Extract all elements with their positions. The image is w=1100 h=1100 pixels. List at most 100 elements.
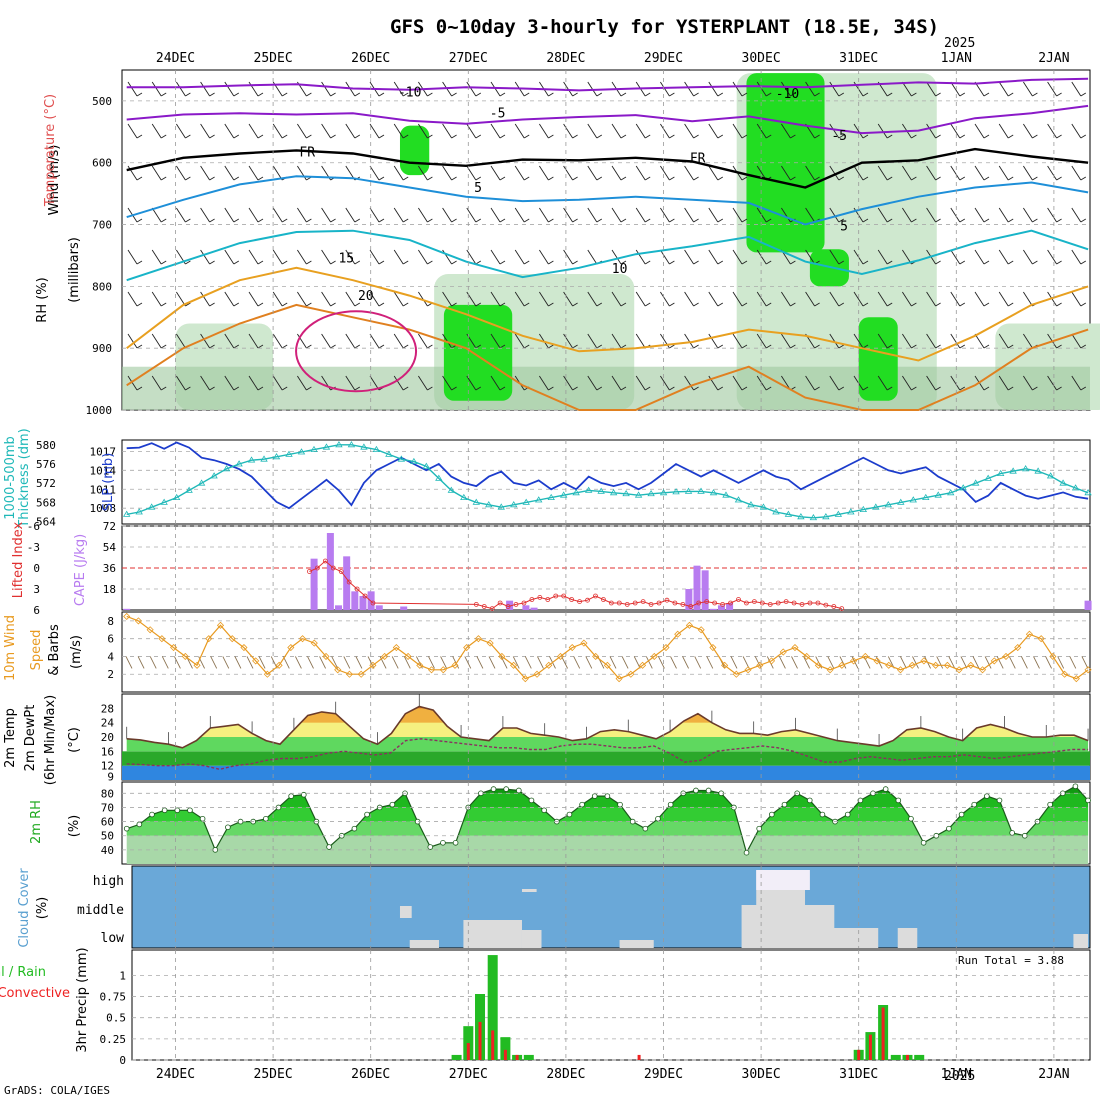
thickness-point [235, 460, 243, 467]
wind-barb [345, 291, 356, 307]
thickness-point [172, 493, 181, 500]
wind-barb-flag [862, 176, 869, 181]
rh-point [136, 821, 143, 828]
li-point [354, 586, 360, 592]
rh-tick: 40 [101, 844, 114, 857]
li-point [362, 593, 368, 599]
wind-barb-flag [814, 302, 820, 307]
thickness-point [584, 486, 593, 493]
cloud-level-middle: middle [77, 903, 124, 918]
wind-barb-flag [354, 344, 361, 349]
wind-barb [297, 333, 307, 349]
thickness-point [1059, 479, 1067, 486]
wind-barb [151, 81, 162, 97]
li-point [497, 600, 503, 606]
rh-point [174, 807, 181, 814]
wind-barb [539, 291, 549, 307]
wind-barb-10m [464, 656, 472, 669]
wind-barb [1071, 165, 1082, 181]
wind-point [1002, 652, 1010, 661]
wind-barb-flag [499, 92, 506, 97]
wind-point [322, 652, 330, 661]
wind-barb-flag [1080, 92, 1087, 97]
wind-barb-flag [548, 386, 554, 391]
wind-barb [805, 207, 815, 223]
wind-barb [756, 375, 767, 391]
wind-barb-flag [427, 92, 433, 97]
thickness-point [210, 472, 218, 479]
wind-barb-flag [983, 176, 990, 181]
credit-text: GrADS: COLA/IGES [4, 1084, 110, 1097]
wind-barb [829, 81, 840, 97]
rh-point [541, 807, 547, 814]
contour-label: 5 [840, 220, 848, 235]
cloud-label: Cloud Cover [17, 868, 32, 948]
wind-barb-flag [209, 176, 215, 181]
slp-tick: 1017 [90, 445, 117, 458]
wind-barb [877, 291, 888, 307]
wind-barb-flag [1056, 92, 1062, 97]
li-point [775, 600, 781, 606]
wind-barb-flag [911, 386, 917, 391]
wind-frame [121, 611, 1091, 693]
wind-barb-flag [935, 386, 941, 391]
wind-barb-10m [403, 656, 411, 669]
wind-barb [127, 249, 138, 265]
cloud-block [741, 905, 835, 948]
wind-barb-flag [717, 134, 724, 139]
wind-barb-10m [657, 656, 665, 669]
wind-point [240, 643, 248, 652]
thickness-point [1071, 484, 1080, 491]
rh-point [806, 797, 813, 804]
li-tick: 3 [33, 583, 40, 596]
wind-point [451, 661, 459, 669]
thickness-point [1046, 472, 1055, 479]
wind-barb-flag [741, 134, 748, 139]
precip-conv-label: Convective [0, 986, 70, 1001]
rh-point [579, 801, 585, 808]
wind-point [263, 670, 271, 678]
wind-barb [514, 165, 525, 181]
wind-barb [926, 207, 936, 223]
wind-barb-flag [838, 302, 845, 307]
upper-air-ylabel: Temperature (°C) [43, 94, 58, 207]
thickness-point [372, 445, 381, 452]
wind-label-4: (m/s) [69, 635, 84, 669]
wind-barb-flag [717, 344, 724, 349]
wind-barb-flag [523, 134, 530, 139]
wind-barb [200, 375, 210, 391]
thickness-tick: 568 [36, 496, 56, 509]
wind-barb-10m [367, 656, 375, 669]
precip-unit-label: 3hr Precip (mm) [75, 947, 90, 1052]
thickness-point [260, 455, 268, 462]
wind-barb-flag [620, 176, 627, 181]
rh-tick: 60 [101, 816, 114, 829]
wind-barb-flag [693, 260, 699, 265]
thickness-point [784, 510, 793, 517]
wind-barb [563, 375, 573, 391]
wind-barb [974, 165, 985, 181]
wind-barb-flag [306, 134, 312, 139]
thickness-point [385, 450, 393, 457]
wind-barb [393, 165, 404, 181]
wind-barb [853, 165, 864, 181]
rh-point [161, 807, 168, 814]
precip-tick: 1 [119, 969, 126, 982]
date-label-bottom: 27DEC [449, 1067, 488, 1082]
wind-barb-flag [1007, 344, 1014, 349]
wind-point [861, 652, 869, 661]
li-point [314, 565, 320, 571]
wind-barb [151, 207, 162, 223]
wind-barb-10m [1081, 656, 1089, 669]
rh-point [933, 832, 940, 839]
temp-label: 2m Temp [3, 708, 18, 768]
temp-band-dark-green [122, 751, 1090, 766]
wind-barb [224, 165, 235, 181]
wind-barb-10m [391, 656, 399, 669]
year-label-bottom: 2025 [944, 1069, 975, 1084]
thickness-tick: 564 [36, 516, 56, 529]
wind-barb-flag [209, 134, 215, 139]
wind-barb-flag [765, 260, 772, 265]
wind-barb [418, 375, 428, 391]
wind-barb [200, 123, 210, 139]
